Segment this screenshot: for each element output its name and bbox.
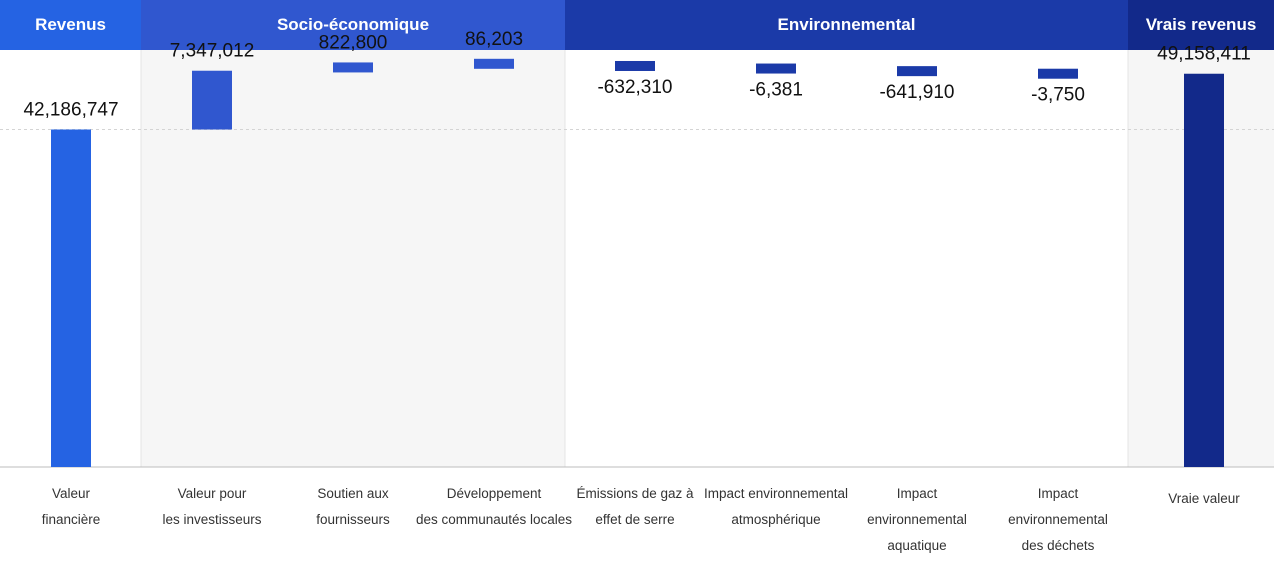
category-label: Valeur (52, 486, 91, 501)
value-label: 7,347,012 (170, 41, 255, 62)
section-panel-2 (565, 50, 1128, 467)
category-label: des déchets (1022, 538, 1095, 553)
category-label: Émissions de gaz à (576, 486, 694, 501)
group-header-2 (565, 0, 1128, 50)
value-label: 42,186,747 (23, 100, 118, 121)
bar-2 (333, 62, 373, 73)
category-label: financière (42, 512, 101, 527)
group-header-0 (0, 0, 141, 50)
bar-5 (756, 63, 796, 74)
value-label: -3,750 (1031, 85, 1085, 106)
value-label: -632,310 (597, 77, 672, 98)
bar-0 (51, 129, 91, 467)
section-backgrounds (0, 50, 1274, 467)
bar-7 (1038, 68, 1078, 79)
value-label: 49,158,411 (1157, 44, 1251, 65)
value-label: -6,381 (749, 80, 803, 101)
category-label: Développement (447, 486, 542, 501)
category-label: effet de serre (595, 512, 674, 527)
value-label: 822,800 (319, 32, 388, 53)
value-label: -641,910 (879, 82, 954, 103)
category-label: environnemental (867, 512, 967, 527)
category-label: fournisseurs (316, 512, 390, 527)
group-header-3 (1128, 0, 1274, 50)
value-labels: 42,186,747 7,347,012 822,800 86,203 -632,310… (23, 29, 1250, 121)
group-header-label: Revenus (35, 15, 106, 34)
category-labels: Valeur financière Valeur pour les investiss… (42, 486, 1241, 553)
group-header-label: Environnemental (778, 15, 916, 34)
category-label: Valeur pour (178, 486, 247, 501)
category-label: des communautés locales (416, 512, 572, 527)
category-label: environnemental (1008, 512, 1108, 527)
bar-6 (897, 66, 937, 77)
category-label: atmosphérique (731, 512, 820, 527)
group-header-bar: Revenus Socio-économique Environnemental Vr… (0, 0, 1274, 50)
value-label: 86,203 (465, 29, 523, 50)
category-label: Impact environnemental (704, 486, 848, 501)
bar-3 (474, 58, 514, 69)
group-header-label: Vrais revenus (1146, 15, 1257, 34)
category-label: Impact (897, 486, 938, 501)
category-label: Soutien aux (317, 486, 389, 501)
bar-8 (1184, 73, 1224, 467)
category-label: aquatique (887, 538, 946, 553)
bar-1 (192, 70, 232, 130)
bars (51, 58, 1224, 467)
group-header-label: Socio-économique (277, 15, 429, 34)
bar-4 (615, 60, 655, 71)
category-label: Vraie valeur (1168, 491, 1240, 506)
group-header-1 (141, 0, 565, 50)
category-label: les investisseurs (162, 512, 261, 527)
category-label: Impact (1038, 486, 1079, 501)
